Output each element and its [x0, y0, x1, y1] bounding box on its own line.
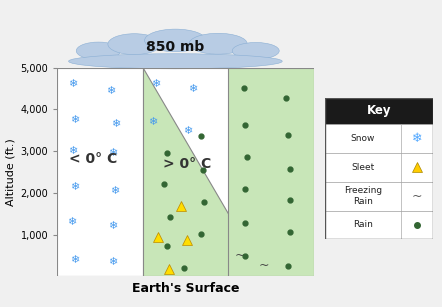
- Bar: [325, 98, 433, 124]
- Text: ❄: ❄: [70, 255, 79, 265]
- Text: ❄: ❄: [106, 86, 115, 95]
- Text: ❄: ❄: [149, 117, 158, 127]
- Text: ❄: ❄: [188, 84, 197, 94]
- Ellipse shape: [76, 42, 121, 60]
- Text: ❄: ❄: [68, 146, 77, 156]
- Text: 850 mb: 850 mb: [146, 40, 205, 54]
- Bar: [325, 153, 433, 181]
- Text: ❄: ❄: [108, 148, 118, 158]
- Bar: [229, 68, 314, 276]
- Y-axis label: Altitude (ft.): Altitude (ft.): [5, 138, 15, 206]
- Text: < 0° C: < 0° C: [69, 152, 118, 166]
- Text: ~: ~: [259, 259, 270, 272]
- X-axis label: Earth's Surface: Earth's Surface: [132, 282, 240, 295]
- Bar: [325, 211, 433, 239]
- Ellipse shape: [108, 34, 161, 55]
- Text: Key: Key: [367, 104, 391, 118]
- Bar: [325, 181, 433, 211]
- Text: ~: ~: [412, 189, 422, 203]
- Text: ❄: ❄: [70, 115, 79, 125]
- Text: ❄: ❄: [108, 257, 118, 267]
- Text: Snow: Snow: [351, 134, 375, 143]
- Text: Sleet: Sleet: [351, 163, 374, 172]
- Bar: [325, 124, 433, 153]
- Text: ❄: ❄: [108, 221, 118, 231]
- Text: Rain: Rain: [353, 220, 373, 230]
- Text: ❄: ❄: [68, 79, 77, 89]
- Ellipse shape: [232, 42, 279, 59]
- Text: ❄: ❄: [183, 126, 192, 136]
- Ellipse shape: [189, 33, 247, 54]
- Text: ~: ~: [234, 249, 245, 262]
- Text: ❄: ❄: [70, 181, 79, 192]
- Text: > 0° C: > 0° C: [163, 157, 211, 171]
- Text: Freezing
Rain: Freezing Rain: [344, 186, 382, 206]
- Polygon shape: [143, 68, 229, 276]
- Ellipse shape: [69, 54, 282, 69]
- Text: ❄: ❄: [151, 79, 160, 89]
- Text: ❄: ❄: [110, 186, 119, 196]
- Ellipse shape: [145, 29, 206, 52]
- Text: ❄: ❄: [412, 132, 422, 145]
- Text: ❄: ❄: [111, 119, 120, 129]
- Text: ❄: ❄: [67, 217, 76, 227]
